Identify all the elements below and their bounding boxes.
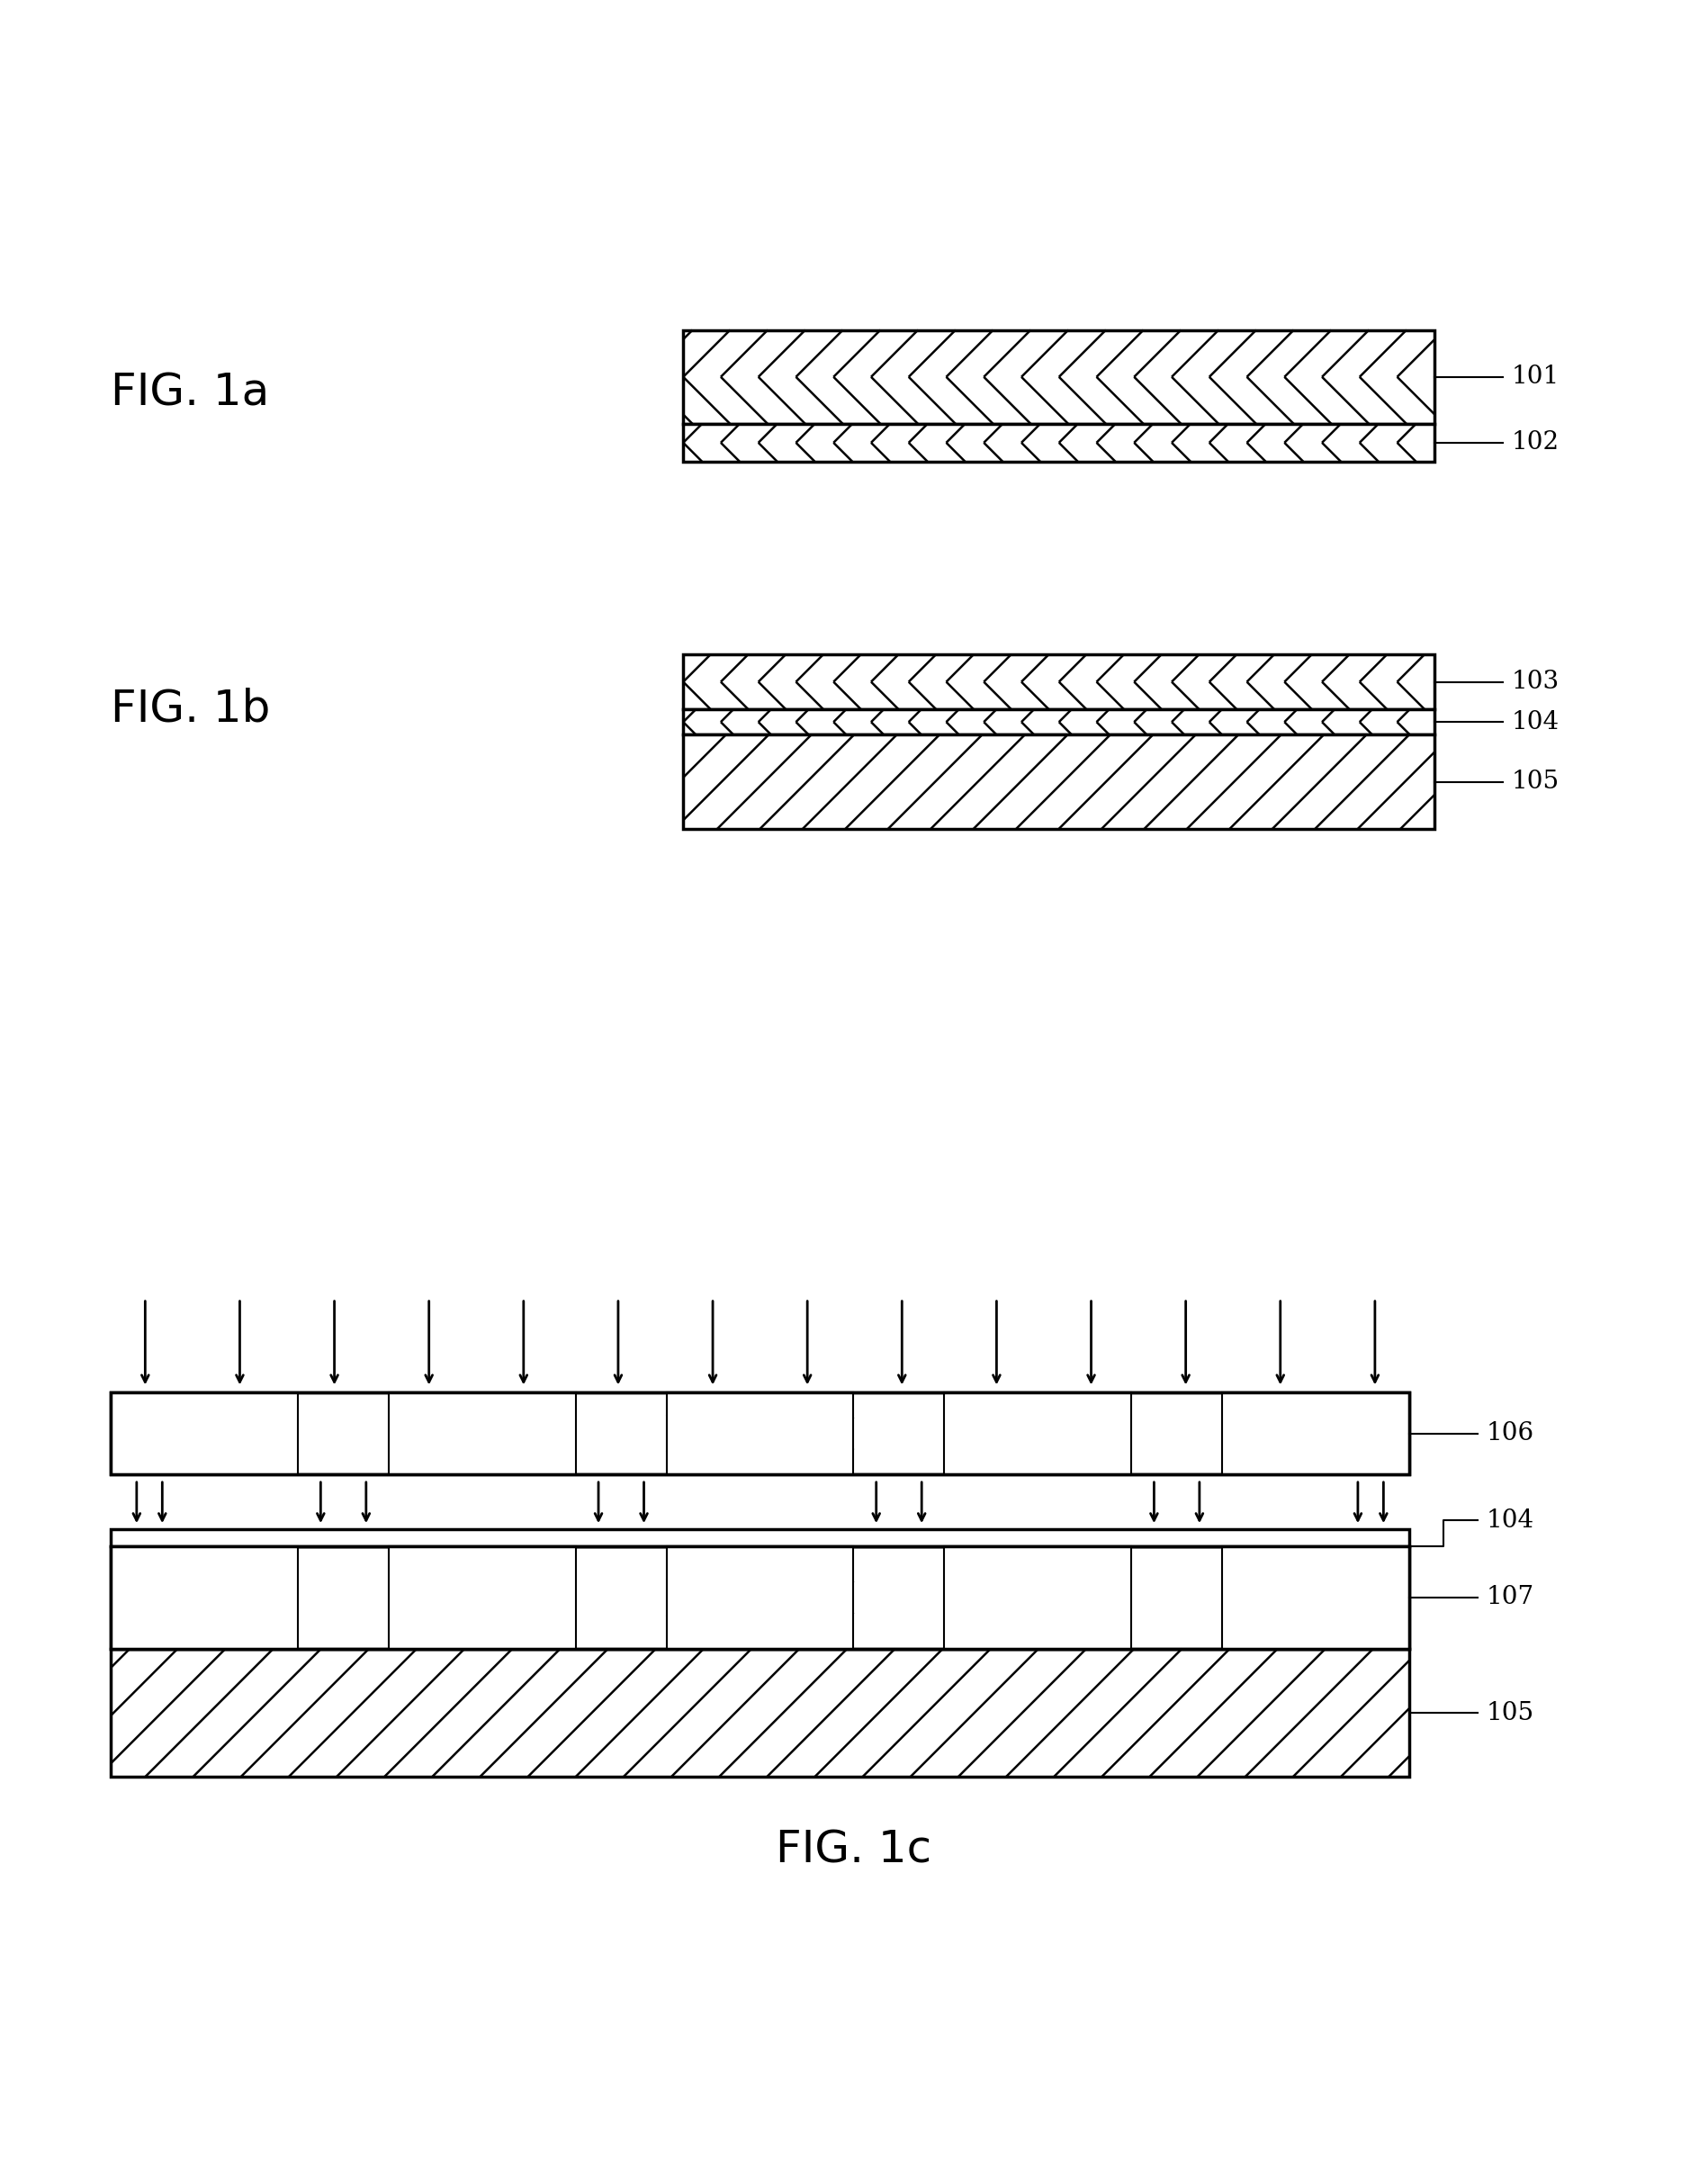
Bar bbox=[111, 1393, 297, 1473]
Bar bbox=[683, 330, 1435, 423]
Bar bbox=[389, 1393, 576, 1473]
Bar bbox=[683, 655, 1435, 710]
Bar bbox=[111, 1393, 1409, 1473]
Bar bbox=[666, 1547, 854, 1649]
Bar bbox=[389, 1393, 576, 1473]
Bar bbox=[1223, 1393, 1409, 1473]
Bar bbox=[111, 1649, 1409, 1777]
Text: 107: 107 bbox=[1486, 1586, 1534, 1610]
Bar bbox=[111, 1393, 1409, 1473]
Bar bbox=[945, 1547, 1131, 1649]
Text: 103: 103 bbox=[1512, 671, 1559, 694]
Text: 101: 101 bbox=[1512, 365, 1559, 388]
Text: 104: 104 bbox=[1512, 710, 1559, 733]
Bar bbox=[683, 710, 1435, 736]
Bar bbox=[945, 1393, 1131, 1473]
Text: 106: 106 bbox=[1486, 1421, 1534, 1445]
Text: 105: 105 bbox=[1486, 1701, 1534, 1725]
Text: FIG. 1a: FIG. 1a bbox=[111, 371, 270, 414]
Bar bbox=[683, 655, 1435, 710]
Bar bbox=[1223, 1393, 1409, 1473]
Bar bbox=[111, 1547, 297, 1649]
Bar bbox=[111, 1547, 1409, 1649]
Bar bbox=[666, 1393, 854, 1473]
Bar bbox=[945, 1547, 1131, 1649]
Bar bbox=[683, 710, 1435, 736]
Bar bbox=[1223, 1547, 1409, 1649]
Text: 102: 102 bbox=[1512, 430, 1559, 456]
Bar bbox=[683, 736, 1435, 829]
Bar bbox=[1223, 1547, 1409, 1649]
Bar bbox=[111, 1530, 1409, 1547]
Bar bbox=[666, 1393, 854, 1473]
Bar bbox=[389, 1547, 576, 1649]
Bar bbox=[389, 1547, 576, 1649]
Text: 105: 105 bbox=[1512, 770, 1559, 794]
Bar bbox=[683, 423, 1435, 462]
Text: FIG. 1c: FIG. 1c bbox=[775, 1829, 933, 1873]
Bar bbox=[683, 423, 1435, 462]
Bar bbox=[111, 1393, 297, 1473]
Bar bbox=[683, 330, 1435, 423]
Bar bbox=[111, 1547, 1409, 1649]
Bar bbox=[111, 1547, 297, 1649]
Text: 104: 104 bbox=[1486, 1508, 1534, 1532]
Bar bbox=[666, 1547, 854, 1649]
Text: FIG. 1b: FIG. 1b bbox=[111, 688, 270, 731]
Bar bbox=[945, 1393, 1131, 1473]
